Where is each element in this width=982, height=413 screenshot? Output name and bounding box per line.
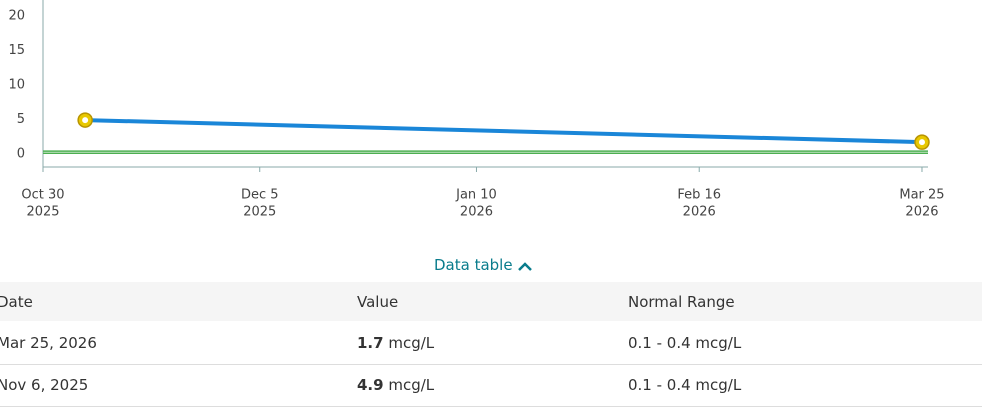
x-tick-label: Dec 5 [241,188,279,203]
range-cell: 0.1 - 0.4 mcg/L [628,334,742,352]
unit: mcg/L [388,376,435,394]
x-tick-label: Oct 30 [21,188,64,203]
table-row: Nov 6, 2025 4.9 mcg/L 0.1 - 0.4 mcg/L [0,364,982,407]
x-tick-label: 2025 [243,205,276,220]
unit: mcg/L [388,334,435,352]
x-tick-label: 2026 [683,205,716,220]
chart: 0 5 10 15 20 Oct 30 2025 Dec 5 2025 Jan 10 2026 Feb… [8,0,945,220]
data-point-center [82,117,89,124]
value: 1.7 [357,334,384,352]
x-tick-label: 2025 [26,205,59,220]
x-tick-label: 2026 [905,205,938,220]
data-point-center [918,139,925,146]
y-tick-label: 10 [8,77,25,92]
x-tick-label: Mar 25 [899,188,944,203]
header-cell: Value [357,292,399,311]
x-tick-label: 2026 [460,205,493,220]
y-tick-label: 20 [8,8,25,23]
series-line [85,118,923,145]
y-tick-label: 15 [8,43,25,58]
date-cell: Nov 6, 2025 [0,376,89,394]
header-cell: Normal Range [628,292,735,311]
chevron-icon [517,261,532,271]
x-tick-label: Feb 16 [677,188,721,203]
table-row: Mar 25, 2026 1.7 mcg/L 0.1 - 0.4 mcg/L [0,322,982,365]
y-tick-label: 0 [17,146,25,161]
x-tick-label: Jan 10 [455,188,497,203]
toggle-label: Data table [434,256,513,274]
value: 4.9 [357,376,384,394]
date-cell: Mar 25, 2026 [0,334,97,352]
data-table-toggle[interactable]: Data table [434,256,533,274]
y-tick-label: 5 [17,112,25,127]
range-cell: 0.1 - 0.4 mcg/L [628,376,742,394]
value-cell: 4.9 mcg/L [357,376,434,394]
value-cell: 1.7 mcg/L [357,334,434,352]
table-header: Date Value Normal Range [0,282,982,321]
header-cell: Date [0,292,33,311]
